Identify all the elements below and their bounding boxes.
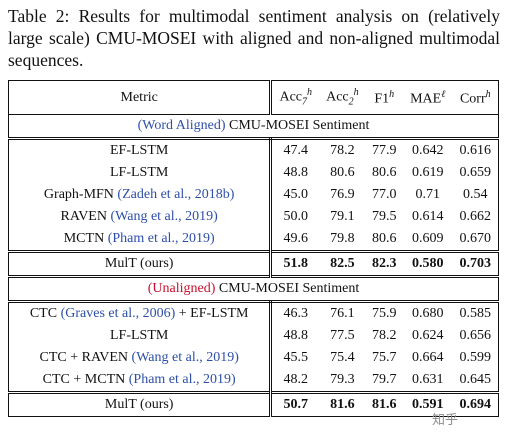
table-row: LF-LSTM 48.8 80.6 80.6 0.619 0.659 (7, 162, 499, 185)
citation-link[interactable]: (Zadeh et al., 2018b) (117, 187, 235, 203)
citation-link[interactable]: (Wang et al., 2019) (110, 209, 218, 225)
aligned-label: (Word Aligned) (137, 118, 226, 134)
table-row: LF-LSTM 48.8 77.5 78.2 0.624 0.656 (7, 325, 499, 348)
results-table: Metric Acc7h Acc2h F1h MAEℓ Corrh (Word … (7, 79, 499, 418)
citation-link[interactable]: (Wang et al., 2019) (131, 350, 239, 366)
col-header: Acc2h (319, 79, 366, 116)
table-row: CTC (Graves et al., 2006) + EF-LSTM 46.3… (7, 300, 499, 326)
citation-link[interactable]: (Pham et al., 2019) (128, 372, 236, 388)
mult-row-aligned: MulT (ours) 51.8 82.5 82.3 0.580 0.703 (7, 250, 499, 278)
caption-label: Table 2: (8, 6, 70, 26)
mult-row-unaligned: MulT (ours) 50.7 81.6 81.6 0.591 0.694 (7, 391, 499, 418)
citation-link[interactable]: (Pham et al., 2019) (107, 231, 215, 247)
col-header: F1h (365, 79, 403, 116)
section-title-unaligned: (Unaligned) CMU-MOSEI Sentiment (8, 275, 499, 303)
table-row: EF-LSTM 47.4 78.2 77.9 0.642 0.616 (7, 137, 499, 163)
watermark: 知乎 (432, 413, 459, 428)
table-row: CTC + RAVEN (Wang et al., 2019) 45.5 75.… (7, 347, 499, 370)
table-row: Graph-MFN (Zadeh et al., 2018b) 45.0 76.… (7, 184, 499, 207)
metric-header: Metric (7, 79, 273, 116)
col-header: Corrh (452, 79, 499, 116)
col-header: Acc7h (270, 79, 320, 116)
caption-text: Results for multimodal sentiment analysi… (8, 6, 500, 70)
table-row: CTC + MCTN (Pham et al., 2019) 48.2 79.3… (7, 369, 499, 393)
citation-link[interactable]: (Graves et al., 2006) (60, 306, 176, 322)
table-caption: Table 2: Results for multimodal sentimen… (8, 5, 500, 71)
table-row: MCTN (Pham et al., 2019) 49.6 79.8 80.6 … (7, 228, 499, 252)
section-title-aligned: (Word Aligned) CMU-MOSEI Sentiment (8, 114, 499, 140)
header-row: Metric Acc7h Acc2h F1h MAEℓ Corrh (7, 79, 499, 116)
table-row: RAVEN (Wang et al., 2019) 50.0 79.1 79.5… (7, 206, 499, 229)
col-header: MAEℓ (402, 79, 453, 116)
unaligned-label: (Unaligned) (147, 281, 216, 297)
